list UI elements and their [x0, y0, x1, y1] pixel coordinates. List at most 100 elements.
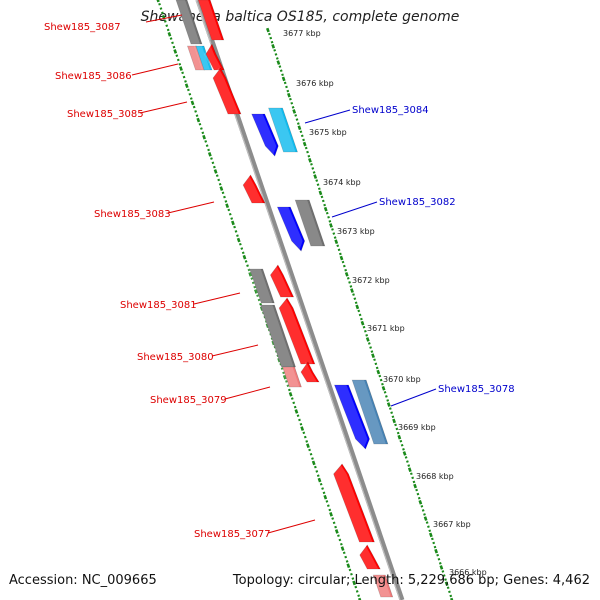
gene-3087-red[interactable]	[196, 0, 225, 41]
guide-dot	[315, 470, 319, 473]
gene-3083[interactable]	[241, 174, 266, 204]
gene-label-left[interactable]: Shew185_3081	[120, 300, 197, 311]
gene-3087-gray[interactable]	[174, 0, 203, 45]
gene-3079-red-body[interactable]	[300, 361, 320, 383]
guide-dot	[415, 488, 418, 492]
gene-label-left[interactable]: Shew185_3079	[150, 395, 227, 406]
gene-3078-blue[interactable]	[332, 384, 370, 450]
gene-label-right[interactable]: Shew185_3082	[379, 197, 456, 208]
guide-dot	[325, 500, 329, 503]
gene-label-left[interactable]: Shew185_3083	[94, 209, 171, 220]
guide-dot	[450, 597, 454, 600]
gene-3084-cyan-body[interactable]	[268, 107, 298, 153]
guide-dot	[291, 106, 295, 109]
guide-dot	[296, 122, 300, 125]
guide-dot	[374, 362, 378, 366]
gene-3081-gray-body[interactable]	[249, 268, 275, 304]
gene-leader-left	[139, 101, 188, 114]
gene-3077[interactable]	[331, 463, 375, 543]
gene-3079-pink[interactable]	[280, 366, 302, 388]
guide-dot	[288, 388, 291, 392]
guide-dot	[312, 171, 316, 174]
guide-dot	[332, 521, 336, 525]
gene-3086-red-body[interactable]	[205, 43, 225, 71]
gene-3078-steel[interactable]	[350, 379, 389, 445]
gene-3081-red[interactable]	[268, 264, 295, 298]
gene-3086-cyan[interactable]	[193, 45, 213, 71]
gene-3078-blue-body[interactable]	[334, 384, 370, 450]
gene-3080-red[interactable]	[277, 297, 316, 365]
guide-dot	[286, 89, 290, 93]
guide-dot	[334, 239, 339, 245]
gene-3080-gray-body[interactable]	[260, 304, 296, 368]
guide-dot	[254, 289, 258, 294]
gene-3080-gray[interactable]	[258, 304, 296, 368]
gene-3087-gray-shine	[174, 0, 200, 44]
guide-dot	[437, 557, 441, 561]
accession-text: Accession: NC_009665	[9, 573, 157, 588]
gene-3077-body[interactable]	[333, 463, 375, 543]
gene-3081-red-body[interactable]	[270, 264, 295, 298]
guide-dot	[280, 367, 284, 370]
guide-dot	[315, 179, 319, 182]
gene-3085[interactable]	[211, 67, 242, 115]
guide-dot	[436, 553, 440, 557]
guide-dot	[386, 402, 391, 407]
gene-3080-red-body[interactable]	[278, 297, 316, 365]
gene-3087-gray-body[interactable]	[175, 0, 203, 45]
gene-bottom-pink-body[interactable]	[372, 574, 394, 598]
gene-3083-body[interactable]	[242, 174, 266, 204]
guide-dot	[244, 260, 248, 263]
gene-label-left[interactable]: Shew185_3085	[67, 109, 144, 120]
gene-3085-body[interactable]	[212, 67, 242, 115]
gene-3087-red-body[interactable]	[197, 0, 225, 41]
guide-dot	[302, 141, 307, 147]
guide-dot	[233, 225, 236, 229]
guide-dot	[302, 138, 305, 142]
guide-dot	[332, 232, 336, 235]
guide-dot	[417, 496, 421, 500]
ruler-ticks: 3677 kbp 3676 kbp 3675 kbp 3674 kbp 3673 kbp…	[283, 29, 487, 577]
guide-dot	[367, 342, 371, 345]
gene-3084-blue[interactable]	[249, 113, 279, 157]
guide-dot	[350, 572, 353, 576]
guide-dot	[321, 199, 325, 203]
guide-dot	[326, 504, 330, 507]
gene-3082-gray[interactable]	[293, 199, 326, 247]
gene-3084-cyan[interactable]	[266, 107, 298, 153]
gene-label-right[interactable]: Shew185_3084	[352, 105, 429, 116]
gene-3077-next-body[interactable]	[359, 544, 381, 570]
guide-dot	[423, 516, 428, 521]
guide-dot	[299, 130, 303, 134]
guide-dot	[190, 100, 195, 106]
gene-label-left[interactable]: Shew185_3077	[194, 529, 271, 540]
gene-3086-red[interactable]	[203, 43, 225, 71]
gene-label-left[interactable]: Shew185_3086	[55, 71, 132, 82]
gene-label-right[interactable]: Shew185_3078	[438, 384, 515, 395]
guide-dot	[256, 294, 260, 297]
guide-dot	[444, 581, 449, 587]
gene-3086-cyan-body[interactable]	[195, 45, 213, 71]
gene-3082-blue[interactable]	[275, 206, 305, 252]
gene-3081-gray[interactable]	[247, 268, 275, 304]
gene-leader-left	[167, 201, 215, 214]
gene-3082-blue-body[interactable]	[276, 206, 305, 252]
gene-3084-blue-body[interactable]	[251, 113, 279, 157]
guide-dot	[257, 298, 261, 302]
gene-3079-pink-body[interactable]	[282, 366, 302, 388]
gene-label-left[interactable]: Shew185_3087	[44, 22, 121, 33]
guide-dot	[179, 66, 183, 71]
gene-label-left[interactable]: Shew185_3080	[137, 352, 214, 363]
guide-dot	[246, 264, 249, 267]
gene-3082-gray-shine	[293, 200, 323, 246]
gene-3082-gray-body[interactable]	[294, 199, 326, 247]
gene-3078-steel-body[interactable]	[351, 379, 389, 445]
guide-dot	[362, 325, 366, 329]
guide-dot	[402, 451, 407, 456]
gene-bottom-pink[interactable]	[371, 574, 394, 598]
gene-leader-left	[211, 344, 259, 357]
gene-3079-red[interactable]	[298, 361, 320, 383]
gene-3077-next[interactable]	[357, 544, 381, 570]
guide-dot	[339, 252, 342, 256]
